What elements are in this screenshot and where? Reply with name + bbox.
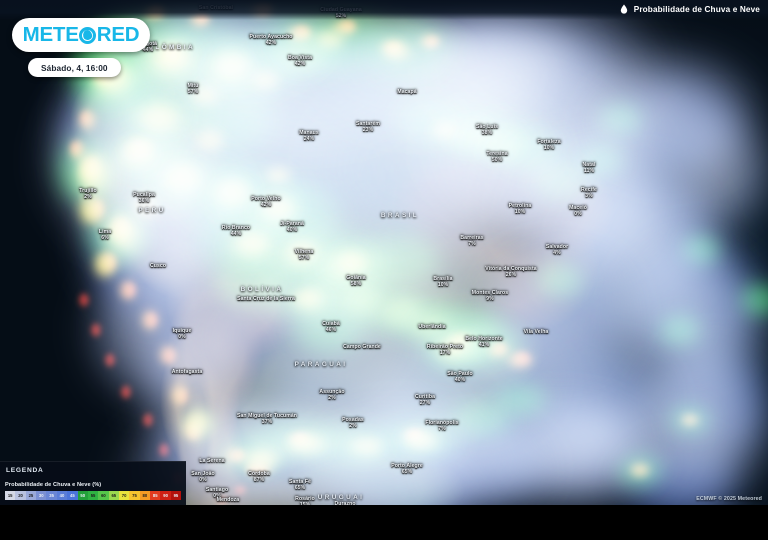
precipitation-blob [386, 42, 402, 54]
precipitation-blob [188, 424, 200, 440]
precipitation-blob [493, 342, 507, 354]
droplet-o-icon [79, 26, 97, 44]
precipitation-blob [176, 388, 188, 404]
precipitation-blob [210, 50, 254, 82]
legend-swatch-60: 60 [98, 491, 109, 500]
legend-swatch-75: 75 [129, 491, 140, 500]
legend-swatch-85: 85 [150, 491, 161, 500]
precipitation-blob [216, 495, 228, 505]
precipitation-blob [292, 433, 308, 443]
data-source-credit: ECMWF © 2025 Meteored [696, 496, 762, 502]
precipitation-blob [293, 25, 311, 39]
precipitation-blob [146, 312, 158, 328]
precipitation-blob [654, 310, 706, 350]
precipitation-blob [340, 20, 356, 32]
precipitation-blob [628, 461, 652, 479]
legend-swatch-30: 30 [36, 491, 47, 500]
legend-swatch-25: 25 [25, 491, 37, 500]
precipitation-blob [158, 442, 170, 458]
legend-swatch-70: 70 [118, 491, 130, 500]
precipitation-blob [104, 352, 116, 368]
legend-swatch-45: 45 [67, 491, 78, 500]
precipitation-blob [129, 189, 161, 221]
legend-swatch-50: 50 [77, 491, 88, 500]
legend-swatch-40: 40 [56, 491, 68, 500]
brand-text-right: RED [96, 23, 140, 46]
precipitation-blob [676, 232, 724, 268]
precipitation-blob [104, 254, 116, 270]
precipitation-blob [127, 136, 153, 160]
precipitation-blob [164, 348, 176, 364]
datetime-label: Sábado, 4, 16:00 [41, 62, 108, 73]
precipitation-blob [142, 412, 154, 428]
top-gradient-bar [0, 0, 768, 20]
precipitation-blob [85, 158, 99, 178]
precipitation-blob [447, 331, 473, 349]
precipitation-blob [187, 82, 223, 108]
precipitation-blob [124, 282, 136, 298]
precipitation-blob [530, 258, 590, 302]
precipitation-blob [262, 164, 294, 186]
precipitation-blob [474, 127, 526, 163]
precipitation-blob [335, 250, 369, 274]
legend-swatch-55: 55 [87, 491, 99, 500]
precipitation-blob [592, 100, 648, 140]
legend-swatch-65: 65 [108, 491, 119, 500]
precipitation-blob [134, 101, 182, 135]
legend-swatch-90: 90 [160, 491, 171, 500]
brand-text-left: METE [22, 23, 79, 46]
layer-indicator[interactable]: Probabilidade de Chuva e Neve [620, 4, 760, 14]
precipitation-blob [679, 412, 701, 428]
legend-color-scale: 15 20 25 30 35 40 45 50 55 60 65 70 75 80 85 90 95 [5, 491, 182, 500]
bottom-bar [0, 505, 768, 540]
precipitation-blob [211, 176, 253, 208]
precipitation-blob [735, 280, 768, 320]
legend-swatch-15: 15 [5, 491, 16, 500]
precipitation-blob [160, 161, 204, 195]
legend-title: LEGENDA [0, 461, 186, 478]
precipitation-blob [291, 286, 325, 310]
datetime-chip[interactable]: Sábado, 4, 16:00 [28, 58, 121, 77]
precipitation-blob [78, 292, 90, 308]
precipitation-blob [233, 485, 247, 495]
precipitation-blob [232, 229, 272, 257]
brand-wordmark: METE RED [23, 23, 140, 47]
precipitation-blob [230, 450, 246, 462]
precipitation-blob [406, 429, 422, 439]
legend-swatch-35: 35 [46, 491, 57, 500]
water-drop-icon [620, 4, 627, 14]
precipitation-blob [92, 199, 104, 217]
legend-swatch-20: 20 [15, 491, 26, 500]
precipitation-blob [425, 36, 439, 48]
legend-swatch-80: 80 [139, 491, 151, 500]
meteored-logo[interactable]: METE RED [12, 18, 150, 52]
precipitation-blob [247, 67, 283, 93]
legend-subtitle: Probabilidade de Chuva e Neve (%) [5, 482, 102, 488]
precipitation-blob [429, 119, 461, 141]
precipitation-blob [90, 322, 102, 338]
precipitation-blob [120, 384, 132, 400]
precipitation-blob [80, 110, 92, 126]
precipitation-blob [570, 138, 630, 182]
precipitation-blob [258, 193, 298, 223]
precipitation-blob [283, 238, 321, 266]
precipitation-blob [348, 436, 386, 456]
legend-body: Probabilidade de Chuva e Neve (%) 15 20 25… [0, 478, 186, 505]
precipitation-blob [513, 351, 531, 365]
precipitation-blob [247, 463, 269, 477]
precipitation-blob [192, 126, 228, 154]
legend-swatch-95: 95 [170, 491, 182, 500]
legend-panel[interactable]: LEGENDA Probabilidade de Chuva e Neve (%… [0, 461, 186, 505]
precipitation-blob [70, 140, 82, 156]
precipitation-blob [164, 47, 180, 61]
precipitation-blob [115, 219, 129, 237]
precipitation-blob [405, 308, 455, 342]
layer-label: Probabilidade de Chuva e Neve [633, 4, 760, 14]
precipitation-blob [485, 378, 555, 422]
